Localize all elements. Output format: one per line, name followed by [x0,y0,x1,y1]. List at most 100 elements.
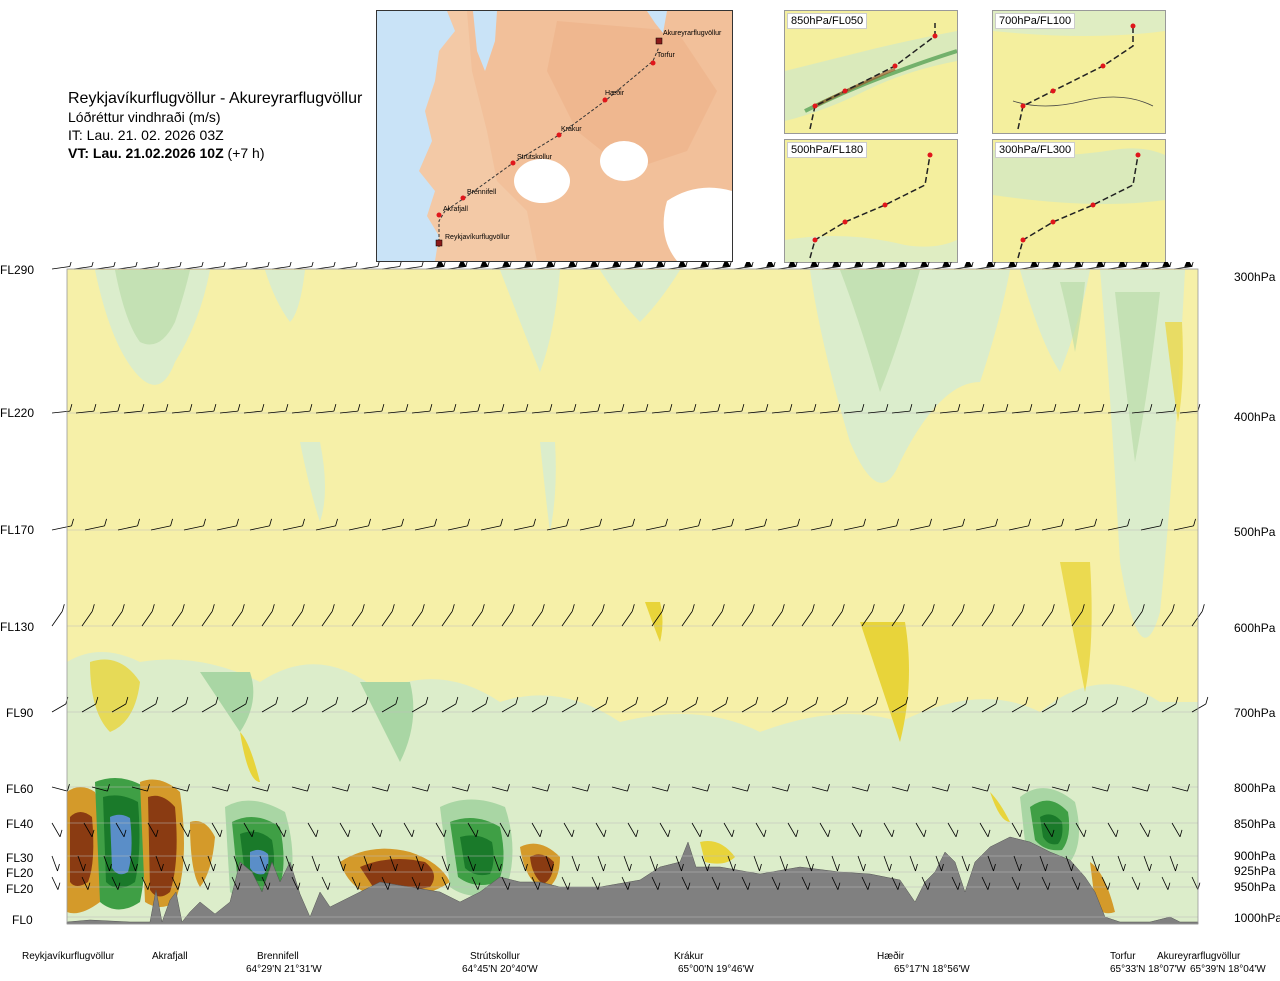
wind-barb [555,410,574,414]
wind-barb-feather [95,696,99,705]
wind-barb-feather [121,604,125,612]
wind-barb-feather [215,696,219,705]
wind-barb [1107,525,1128,531]
wind-barb [123,410,142,414]
wind-barb [249,525,270,531]
wind-barb [1131,611,1143,627]
wind-barb [861,611,873,627]
wind-barb [207,855,214,872]
wind-barb-feather [699,829,703,837]
wind-barb-flag [1074,262,1083,267]
wind-barb [251,786,268,792]
cross-section-plot: FL290 FL220 FL170 FL130 FL90 FL60 FL40 F… [0,262,1280,927]
wind-barb [411,786,428,792]
fl-label: FL0 [12,913,33,927]
wind-barb-feather [993,262,996,267]
mini-map-500[interactable]: 500hPa/FL180 [784,139,958,263]
wind-barb-feather [971,262,974,267]
wind-barb [1011,410,1030,414]
wind-barb-feather [237,404,241,412]
wind-barb-feather [57,863,60,872]
wind-barb [557,266,576,270]
mini-map-850-label: 850hPa/FL050 [787,13,868,29]
wind-barb-feather [1201,604,1205,612]
wind-barb-feather [995,518,998,526]
wind-barb-flag [854,262,863,267]
wind-barb-feather [368,518,371,526]
wind-barb-feather [117,404,121,412]
wind-barb [1171,822,1181,838]
hpa-label: 1000hPa [1234,911,1280,925]
route-map[interactable]: Akureyrarflugvöllur Torfur Hæðir Krákur … [376,10,733,262]
wind-barb-feather [861,262,864,267]
wind-barb-feather [379,829,383,837]
wind-barb [1011,876,1019,890]
wind-barb [771,703,787,713]
wind-barb [975,266,994,270]
wind-barb [447,525,468,531]
wind-barb-feather [861,404,865,412]
wind-barb [961,855,968,872]
wind-barb [231,611,243,627]
wind-barb-feather [693,404,697,412]
wind-barb [883,822,893,838]
mini-map-300-canvas [993,140,1165,262]
wind-barb-feather [785,863,788,872]
wind-barb [1173,525,1194,531]
wind-barb-flag [612,262,621,267]
wind-barb-flag [1118,262,1127,267]
wind-barb-feather [549,404,553,412]
wind-barb-feather [685,262,688,267]
wind-barb [795,410,814,414]
mini-map-850[interactable]: 850hPa/FL050 [784,10,958,134]
wind-barb-feather [661,604,665,612]
wind-barb [597,855,604,872]
wind-barb [1041,703,1057,713]
wind-barb [861,876,869,890]
wind-barb [1008,525,1029,531]
wind-barb [777,266,796,270]
wind-barb [285,855,292,872]
wind-barb [216,525,237,531]
waypoint-name: Akureyrarflugvöllur [1157,951,1241,962]
wind-barb [821,266,840,270]
wind-barb [755,822,765,838]
fl-label: FL40 [6,817,34,831]
wind-barb [259,855,266,872]
wind-barb [467,822,477,838]
wind-barb-feather [962,518,965,526]
wind-barb [211,822,221,838]
wind-barb-feather [627,784,630,792]
wind-barb-feather [777,882,781,890]
wind-barb-feather [1107,882,1111,890]
wind-barb [691,786,708,792]
wind-barb [403,822,413,838]
wind-barb-feather [729,262,732,267]
wind-barb-flag [1096,262,1105,267]
wind-barb-feather [541,604,545,612]
wind-barb-feather [891,829,895,837]
wind-barb-feather [223,262,226,267]
wind-barb-feather [135,262,138,267]
wind-barb-feather [1051,604,1055,612]
wind-barb [909,525,930,531]
wind-barb [1131,876,1139,890]
wind-barb [1161,876,1169,890]
wind-barb [579,525,600,531]
wind-barb [131,786,148,792]
wind-barb-feather [961,604,965,612]
waypoint-coord: 65°39'N 18°04'W [1190,964,1266,975]
mini-map-300[interactable]: 300hPa/FL300 [992,139,1166,263]
wind-barb-feather [923,829,927,837]
hpa-label: 700hPa [1234,706,1276,720]
wind-barb-feather [213,404,217,412]
wind-barb-feather [993,863,996,872]
wind-barb-feather [267,882,271,890]
wind-barb-feather [1179,829,1183,837]
wind-barb-feather [104,518,107,526]
wind-barb-feather [927,882,931,890]
wind-barb [601,266,620,270]
mini-map-700[interactable]: 700hPa/FL100 [992,10,1166,134]
wind-barb [997,266,1016,270]
wind-barb-feather [1147,784,1150,792]
